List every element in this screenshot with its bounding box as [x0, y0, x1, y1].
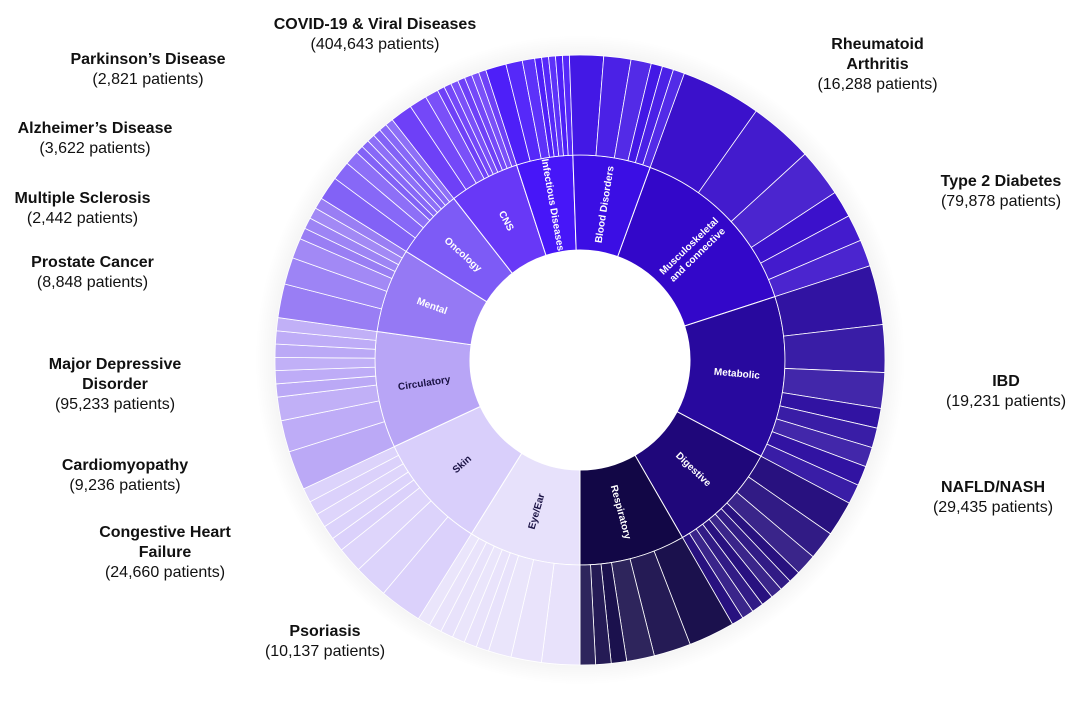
callout-parkinsons: Parkinson’s Disease (2,821 patients) — [48, 50, 248, 90]
callout-name: Psoriasis — [289, 623, 361, 640]
subcategory-ring — [274, 54, 886, 666]
callout-count: (24,660 patients) — [104, 564, 226, 581]
callout-name-line-2: Arthritis — [846, 56, 909, 73]
callout-name: NAFLD/NASH — [941, 479, 1045, 496]
callout-count: (29,435 patients) — [932, 499, 1054, 516]
callout-count: (9,236 patients) — [69, 477, 181, 494]
callout-rheumatoid-arthritis: Rheumatoid Arthritis (16,288 patients) — [800, 35, 955, 95]
callout-count: (2,821 patients) — [92, 71, 204, 88]
callout-multiple-sclerosis: Multiple Sclerosis (2,442 patients) — [0, 189, 165, 229]
callout-name-line-1: Rheumatoid — [831, 36, 924, 53]
callout-name: Type 2 Diabetes — [940, 173, 1062, 190]
callout-count: (95,233 patients) — [54, 396, 176, 413]
callout-nafld-nash: NAFLD/NASH (29,435 patients) — [914, 478, 1072, 518]
callout-count: (8,848 patients) — [36, 274, 149, 291]
callout-major-depressive: Major Depressive Disorder (95,233 patien… — [20, 355, 210, 415]
callout-alzheimers: Alzheimer’s Disease (3,622 patients) — [0, 119, 190, 159]
callout-name-line-2: Failure — [138, 544, 192, 561]
callout-covid-viral: COVID-19 & Viral Diseases (404,643 patie… — [250, 15, 500, 55]
callout-name: Parkinson’s Disease — [70, 51, 226, 68]
callout-count: (19,231 patients) — [945, 393, 1067, 410]
callout-count: (79,878 patients) — [940, 193, 1062, 210]
callout-count: (3,622 patients) — [39, 140, 151, 157]
callout-count: (2,442 patients) — [26, 210, 139, 227]
subcategory-segment-blood-disorders-6[interactable] — [642, 69, 685, 168]
callout-count: (404,643 patients) — [310, 36, 440, 53]
callout-count: (10,137 patients) — [264, 643, 386, 660]
callout-cardiomyopathy: Cardiomyopathy (9,236 patients) — [40, 456, 210, 496]
callout-name: IBD — [992, 373, 1020, 390]
callout-psoriasis: Psoriasis (10,137 patients) — [245, 622, 405, 662]
callout-name: Alzheimer’s Disease — [17, 120, 173, 137]
category-label-metabolic: Metabolic — [713, 366, 760, 381]
chart-hole — [470, 250, 690, 470]
callout-name: Prostate Cancer — [31, 254, 154, 271]
callout-name: Multiple Sclerosis — [14, 190, 151, 207]
callout-name: COVID-19 & Viral Diseases — [273, 16, 477, 33]
callout-name-line-2: Disorder — [82, 376, 148, 393]
callout-name: Cardiomyopathy — [61, 457, 189, 474]
callout-name-line-1: Congestive Heart — [99, 524, 231, 541]
callout-ibd: IBD (19,231 patients) — [932, 372, 1080, 412]
callout-congestive-heart-failure: Congestive Heart Failure (24,660 patient… — [75, 523, 255, 583]
callout-type-2-diabetes: Type 2 Diabetes (79,878 patients) — [922, 172, 1080, 212]
callout-name-line-1: Major Depressive — [48, 356, 182, 373]
callout-prostate-cancer: Prostate Cancer (8,848 patients) — [10, 253, 175, 293]
callout-count: (16,288 patients) — [817, 76, 938, 93]
